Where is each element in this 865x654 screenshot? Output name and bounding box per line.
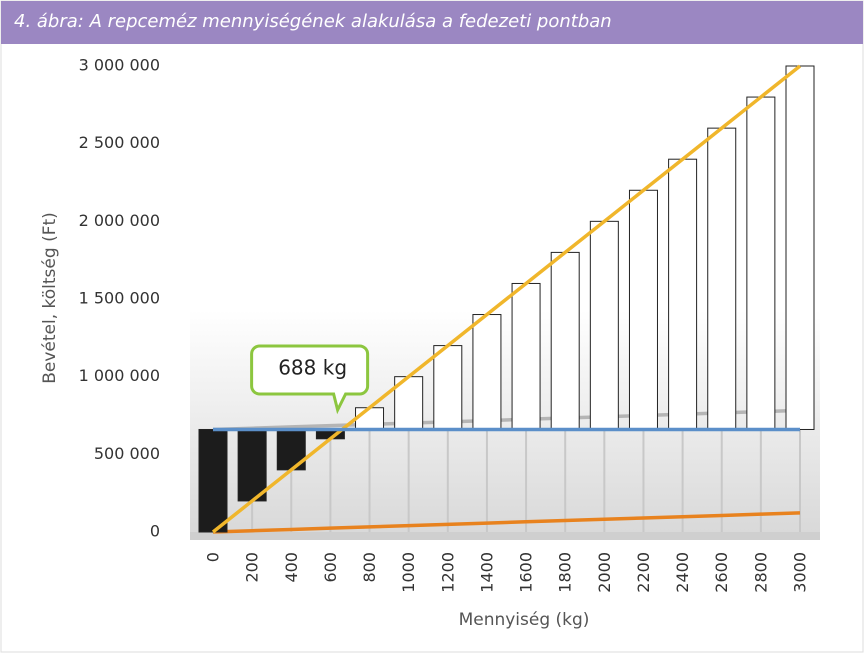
x-tick-label: 1000: [399, 552, 418, 593]
header: [1, 1, 863, 44]
y-tick-label: 2 500 000: [79, 133, 160, 152]
x-tick-label: 200: [243, 552, 262, 583]
x-tick-label: 1200: [438, 552, 457, 593]
y-tick-label: 3 000 000: [79, 56, 160, 75]
y-tick-label: 0: [150, 522, 160, 541]
bar: [511, 282, 541, 430]
bar: [628, 189, 658, 430]
series-line: [211, 64, 802, 534]
x-tick-label: 1600: [517, 552, 536, 593]
y-tick-label: 1 000 000: [79, 366, 160, 385]
bar: [668, 158, 698, 430]
series-line: [212, 511, 801, 534]
series-line: [212, 408, 801, 432]
floor: [190, 532, 820, 540]
annotation-text: 688 kg: [278, 356, 347, 380]
y-tick-label: 500 000: [94, 444, 160, 463]
y-axis-label: Bevétel, költség (Ft): [40, 212, 60, 384]
x-tick-label: 2000: [595, 552, 614, 593]
x-tick-label: 3000: [791, 552, 810, 593]
bar: [433, 345, 463, 430]
x-tick-label: 600: [321, 552, 340, 583]
bar: [198, 428, 228, 533]
x-tick-label: 800: [360, 552, 379, 583]
bar: [472, 314, 502, 430]
bar: [237, 428, 267, 502]
bar: [746, 96, 776, 430]
x-tick-label: 400: [282, 552, 301, 583]
bar: [355, 407, 385, 430]
y-tick-label: 2 000 000: [79, 211, 160, 230]
bar: [589, 220, 619, 430]
bar: [785, 65, 815, 430]
annotation-callout: [250, 344, 370, 415]
bar: [550, 251, 580, 430]
x-tick-label: 2400: [673, 552, 692, 593]
x-tick-label: 2800: [751, 552, 770, 593]
bar: [707, 127, 737, 430]
x-tick-label: 2600: [712, 552, 731, 593]
y-tick-label: 1 500 000: [79, 289, 160, 308]
x-tick-label: 0: [204, 552, 223, 562]
x-axis-label: Mennyiség (kg): [459, 610, 590, 630]
x-tick-label: 1400: [477, 552, 496, 593]
chart-title: 4. ábra: A repceméz mennyiségének alakul…: [14, 11, 612, 32]
x-tick-label: 2200: [634, 552, 653, 593]
x-tick-label: 1800: [556, 552, 575, 593]
